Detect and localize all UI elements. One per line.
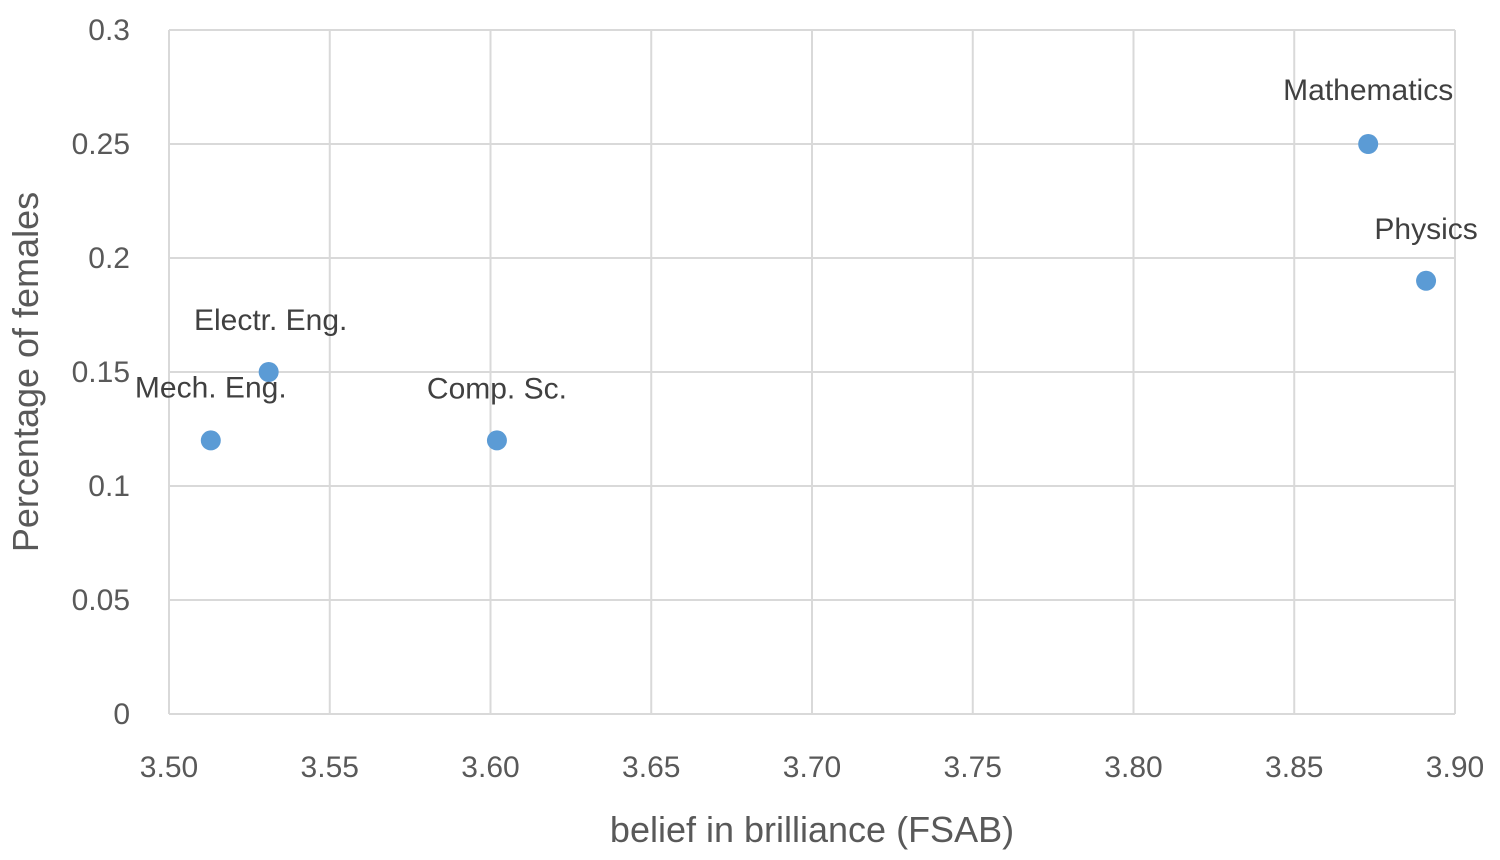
point-label: Electr. Eng. <box>194 304 347 337</box>
y-tick-label: 0.1 <box>88 470 130 503</box>
scatter-point <box>1358 134 1379 154</box>
y-axis-ticks: 0 0.05 0.1 0.15 0.2 0.25 0.3 <box>72 14 130 731</box>
x-tick-label: 3.75 <box>944 751 1002 784</box>
y-tick-label: 0.2 <box>88 242 130 275</box>
x-tick-label: 3.50 <box>140 751 198 784</box>
y-tick-label: 0.05 <box>72 584 130 617</box>
scatter-point <box>200 430 221 451</box>
point-label: Physics <box>1374 213 1477 246</box>
point-label: Comp. Sc. <box>427 372 567 405</box>
scatter-point <box>1416 270 1437 291</box>
y-tick-label: 0.25 <box>72 128 130 161</box>
x-axis-title: belief in brilliance (FSAB) <box>610 809 1014 850</box>
x-tick-label: 3.60 <box>461 751 519 784</box>
x-tick-label: 3.55 <box>301 751 359 784</box>
x-tick-label: 3.65 <box>622 751 680 784</box>
y-tick-label: 0 <box>113 698 130 731</box>
y-axis-title: Percentage of females <box>5 192 46 552</box>
x-tick-label: 3.80 <box>1104 751 1162 784</box>
data-labels: Mech. Eng. Electr. Eng. Comp. Sc. Mathemati… <box>135 74 1478 405</box>
y-tick-label: 0.15 <box>72 356 130 389</box>
x-tick-label: 3.85 <box>1265 751 1323 784</box>
y-tick-label: 0.3 <box>88 14 130 47</box>
x-tick-label: 3.90 <box>1426 751 1484 784</box>
point-label: Mech. Eng. <box>135 371 287 404</box>
point-label: Mathematics <box>1283 74 1453 107</box>
x-tick-label: 3.70 <box>783 751 841 784</box>
data-points <box>200 134 1437 451</box>
x-axis-ticks: 3.50 3.55 3.60 3.65 3.70 3.75 3.80 3.85 3.90 <box>140 751 1484 784</box>
scatter-point <box>258 362 279 382</box>
grid-lines <box>168 29 1456 715</box>
scatter-point <box>486 430 507 451</box>
